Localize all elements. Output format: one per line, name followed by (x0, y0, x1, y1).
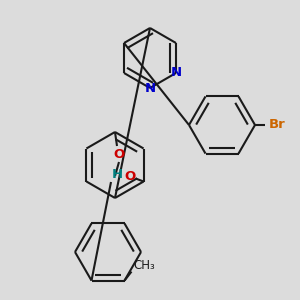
Text: CH₃: CH₃ (134, 259, 155, 272)
Text: O: O (113, 148, 124, 160)
Text: H: H (112, 168, 123, 181)
Text: N: N (144, 82, 156, 94)
Text: Br: Br (268, 118, 285, 131)
Text: O: O (124, 170, 135, 183)
Text: N: N (170, 67, 182, 80)
